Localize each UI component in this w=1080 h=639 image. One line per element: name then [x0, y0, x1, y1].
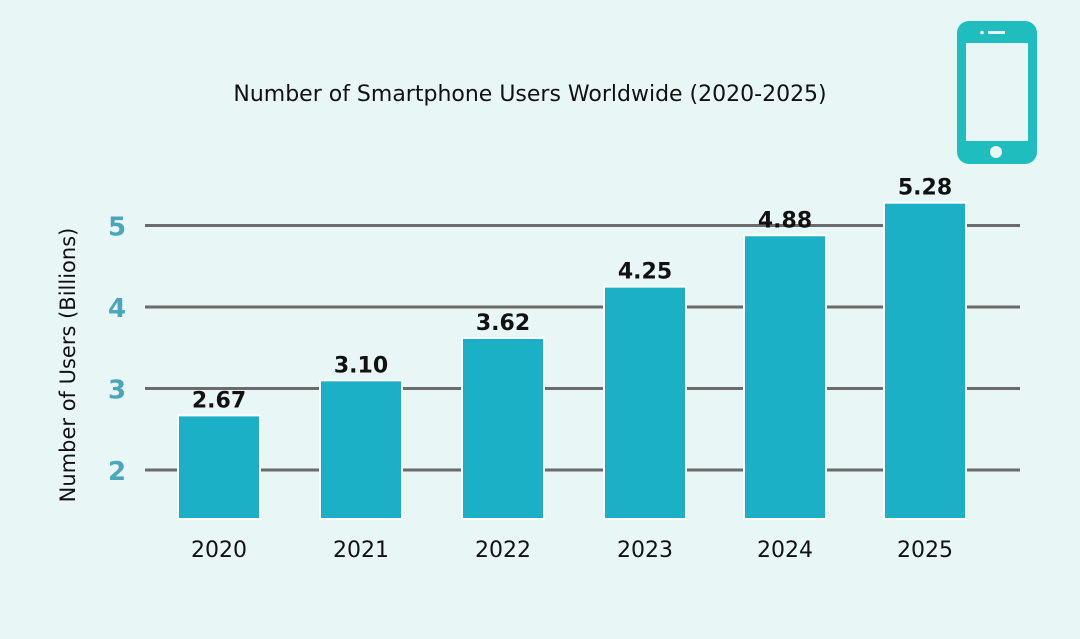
bar-2021	[319, 379, 403, 520]
bar-2025	[883, 201, 967, 520]
chart-title: Number of Smartphone Users Worldwide (20…	[233, 82, 826, 107]
data-label: 4.88	[758, 208, 812, 233]
bar-2024	[743, 234, 827, 520]
y-tick-label: 4	[108, 294, 126, 324]
y-tick-label: 3	[108, 376, 126, 406]
x-tick-label: 2020	[191, 538, 247, 563]
bar-2023	[603, 285, 687, 520]
x-tick-label: 2022	[475, 538, 531, 563]
data-label: 4.25	[618, 260, 672, 285]
data-label: 5.28	[898, 176, 952, 201]
data-label: 2.67	[192, 388, 246, 413]
x-tick-label: 2021	[333, 538, 389, 563]
bar-2022	[461, 336, 545, 520]
bar-2020	[177, 414, 261, 520]
data-label: 3.62	[476, 311, 530, 336]
y-axis-label: Number of Users (Billions)	[56, 228, 80, 503]
y-tick-label: 5	[108, 213, 126, 243]
x-tick-label: 2023	[617, 538, 673, 563]
x-tick-label: 2024	[757, 538, 813, 563]
y-tick-label: 2	[108, 457, 126, 487]
smartphone-icon	[957, 21, 1037, 164]
data-label: 3.10	[334, 353, 388, 378]
x-tick-label: 2025	[897, 538, 953, 563]
